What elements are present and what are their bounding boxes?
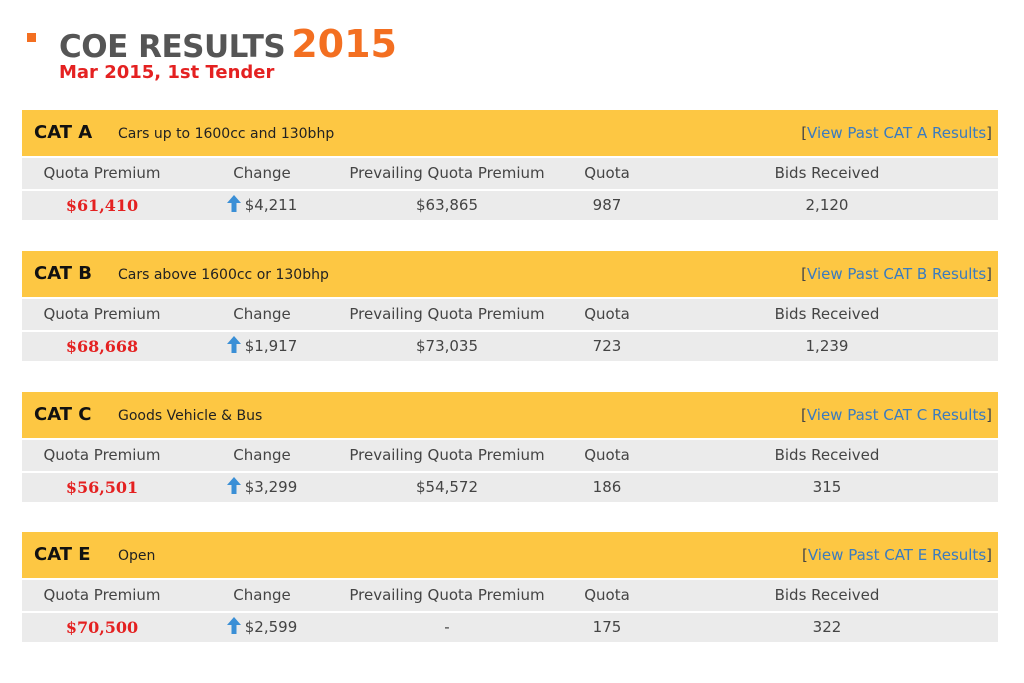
- arrow-up-icon: [226, 195, 241, 212]
- quota-premium-value: $70,500: [65, 618, 139, 637]
- change-value: $3,299: [244, 478, 298, 496]
- category-header: CAT E Open [View Past CAT E Results]: [22, 532, 998, 578]
- category-panel-a: CAT A Cars up to 1600cc and 130bhp [View…: [22, 110, 998, 222]
- col-header-quota-premium: Quota Premium: [43, 305, 161, 323]
- past-results-link-wrapper: [View Past CAT E Results]: [802, 546, 992, 564]
- col-header-quota: Quota: [584, 586, 630, 604]
- link-bracket-open: [: [801, 124, 808, 142]
- arrow-up-icon: [226, 477, 241, 494]
- view-past-results-link[interactable]: View Past CAT B Results: [807, 265, 987, 283]
- category-header: CAT C Goods Vehicle & Bus [View Past CAT…: [22, 392, 998, 438]
- page-title: COE RESULTS 2015: [59, 22, 397, 66]
- column-header-row: Quota Premium Change Prevailing Quota Pr…: [22, 299, 998, 330]
- col-header-quota-premium: Quota Premium: [43, 586, 161, 604]
- category-description: Open: [118, 548, 156, 564]
- category-name: CAT B: [34, 263, 93, 284]
- col-header-change: Change: [233, 305, 291, 323]
- link-bracket-open: [: [800, 406, 807, 424]
- column-header-row: Quota Premium Change Prevailing Quota Pr…: [22, 440, 998, 471]
- col-header-change: Change: [233, 586, 291, 604]
- tender-subtitle: Mar 2015, 1st Tender: [59, 62, 275, 83]
- category-name: CAT A: [34, 122, 93, 143]
- change-cell: $3,299: [207, 473, 317, 504]
- past-results-link-wrapper: [View Past CAT B Results]: [801, 265, 992, 283]
- quota-value: 987: [592, 196, 622, 214]
- column-header-row: Quota Premium Change Prevailing Quota Pr…: [22, 158, 998, 189]
- link-bracket-close: ]: [986, 265, 992, 283]
- prevailing-value: $63,865: [415, 196, 479, 214]
- page-header: COE RESULTS 2015 Mar 2015, 1st Tender: [0, 0, 1024, 100]
- view-past-results-link[interactable]: View Past CAT E Results: [807, 546, 987, 564]
- past-results-link-wrapper: [View Past CAT A Results]: [801, 124, 992, 142]
- link-bracket-open: [: [801, 265, 808, 283]
- col-header-change: Change: [233, 446, 291, 464]
- quota-premium-value: $56,501: [65, 478, 139, 497]
- category-header: CAT A Cars up to 1600cc and 130bhp [View…: [22, 110, 998, 156]
- category-panel-e: CAT E Open [View Past CAT E Results] Quo…: [22, 532, 998, 644]
- col-header-quota-premium: Quota Premium: [43, 446, 161, 464]
- view-past-results-link[interactable]: View Past CAT A Results: [807, 124, 987, 142]
- arrow-up-icon: [226, 617, 241, 634]
- change-value: $4,211: [244, 196, 298, 214]
- link-bracket-close: ]: [986, 406, 992, 424]
- col-header-prevailing: Prevailing Quota Premium: [349, 446, 545, 464]
- bids-value: 1,239: [805, 337, 849, 355]
- category-description: Goods Vehicle & Bus: [118, 408, 263, 424]
- col-header-prevailing: Prevailing Quota Premium: [349, 164, 545, 182]
- change-value: $2,599: [244, 618, 298, 636]
- prevailing-value: $73,035: [415, 337, 479, 355]
- col-header-change: Change: [233, 164, 291, 182]
- link-bracket-close: ]: [986, 124, 992, 142]
- category-name: CAT C: [34, 404, 92, 425]
- col-header-quota: Quota: [584, 305, 630, 323]
- col-header-bids: Bids Received: [774, 305, 880, 323]
- col-header-quota-premium: Quota Premium: [43, 164, 161, 182]
- col-header-quota: Quota: [584, 164, 630, 182]
- category-description: Cars above 1600cc or 130bhp: [118, 267, 329, 283]
- category-panel-c: CAT C Goods Vehicle & Bus [View Past CAT…: [22, 392, 998, 504]
- col-header-bids: Bids Received: [774, 586, 880, 604]
- past-results-link-wrapper: [View Past CAT C Results]: [801, 406, 992, 424]
- page-title-year: 2015: [291, 22, 397, 66]
- column-header-row: Quota Premium Change Prevailing Quota Pr…: [22, 580, 998, 611]
- category-header: CAT B Cars above 1600cc or 130bhp [View …: [22, 251, 998, 297]
- link-bracket-open: [: [801, 546, 808, 564]
- col-header-quota: Quota: [584, 446, 630, 464]
- quota-value: 723: [592, 337, 622, 355]
- values-row: $56,501 $3,299 $54,572 186 315: [22, 471, 998, 502]
- view-past-results-link[interactable]: View Past CAT C Results: [806, 406, 987, 424]
- col-header-prevailing: Prevailing Quota Premium: [349, 586, 545, 604]
- category-name: CAT E: [34, 544, 91, 565]
- values-row: $61,410 $4,211 $63,865 987 2,120: [22, 189, 998, 220]
- change-value: $1,917: [244, 337, 298, 355]
- page-title-text: COE RESULTS: [59, 29, 286, 65]
- prevailing-value: $54,572: [415, 478, 479, 496]
- link-bracket-close: ]: [986, 546, 992, 564]
- quota-value: 186: [592, 478, 622, 496]
- col-header-prevailing: Prevailing Quota Premium: [349, 305, 545, 323]
- col-header-bids: Bids Received: [774, 164, 880, 182]
- change-cell: $4,211: [207, 191, 317, 222]
- bids-value: 2,120: [805, 196, 849, 214]
- change-cell: $1,917: [207, 332, 317, 363]
- bids-value: 315: [812, 478, 842, 496]
- quota-premium-value: $68,668: [65, 337, 139, 356]
- values-row: $68,668 $1,917 $73,035 723 1,239: [22, 330, 998, 361]
- title-bullet-icon: [27, 33, 36, 42]
- col-header-bids: Bids Received: [774, 446, 880, 464]
- category-description: Cars up to 1600cc and 130bhp: [118, 126, 335, 142]
- prevailing-value: -: [444, 618, 450, 636]
- change-cell: $2,599: [207, 613, 317, 644]
- category-panel-b: CAT B Cars above 1600cc or 130bhp [View …: [22, 251, 998, 363]
- values-row: $70,500 $2,599 - 175 322: [22, 611, 998, 642]
- quota-premium-value: $61,410: [65, 196, 139, 215]
- bids-value: 322: [812, 618, 842, 636]
- quota-value: 175: [592, 618, 622, 636]
- arrow-up-icon: [226, 336, 241, 353]
